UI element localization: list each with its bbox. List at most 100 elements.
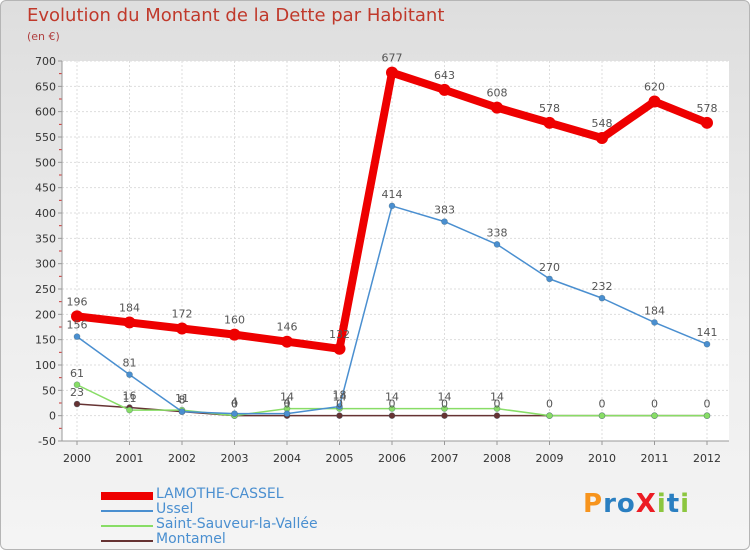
data-label: 11 — [175, 392, 189, 405]
data-point — [493, 241, 501, 248]
data-point — [598, 294, 606, 302]
data-label: 677 — [382, 52, 403, 65]
logo-letter: i — [656, 489, 667, 519]
data-label: 16 — [123, 390, 137, 403]
x-tick-label: 2003 — [221, 452, 249, 465]
y-tick-label: 300 — [35, 258, 56, 271]
data-label: 578 — [539, 102, 560, 115]
x-tick-label: 2002 — [168, 452, 196, 465]
legend-label: Ussel — [156, 501, 194, 517]
data-label: 14 — [385, 391, 399, 404]
data-label: 548 — [592, 117, 613, 130]
data-point — [598, 412, 606, 419]
data-point — [388, 202, 396, 210]
data-point — [493, 405, 501, 412]
data-label: 196 — [67, 295, 88, 308]
data-point — [388, 405, 396, 412]
data-point — [491, 101, 503, 114]
y-tick-label: 100 — [35, 359, 56, 372]
data-point — [703, 412, 711, 419]
data-label: 184 — [644, 304, 665, 317]
y-tick-label: 650 — [35, 80, 56, 93]
x-tick-label: 2008 — [483, 452, 511, 465]
data-point — [71, 310, 83, 323]
data-label: 4 — [284, 396, 291, 409]
x-tick-label: 2010 — [588, 452, 616, 465]
data-label: 270 — [539, 261, 560, 274]
x-tick-label: 2007 — [431, 452, 459, 465]
data-point — [651, 319, 658, 326]
series-group — [71, 66, 713, 419]
legend-item-montamel: Montamel — [101, 531, 421, 548]
unit-label: (en €) — [27, 30, 60, 43]
data-point — [703, 340, 711, 348]
y-tick-label: 700 — [35, 55, 56, 68]
y-tick-label: 600 — [35, 106, 56, 119]
x-tick-label: 2012 — [693, 452, 721, 465]
data-label: 0 — [599, 398, 606, 411]
data-label: 14 — [490, 391, 504, 404]
data-point — [126, 371, 133, 378]
data-point — [596, 132, 608, 145]
chart-title: Evolution du Montant de la Dette par Hab… — [27, 5, 445, 26]
data-label: 156 — [67, 319, 88, 332]
y-tick-label: 250 — [35, 283, 56, 296]
data-point — [441, 218, 448, 225]
data-point — [493, 412, 501, 419]
logo-letter: X — [635, 489, 657, 519]
data-label: 184 — [119, 301, 140, 314]
logo-letter: t — [666, 489, 681, 519]
x-tick-label: 2011 — [641, 452, 669, 465]
data-point — [231, 410, 238, 417]
legend-swatch — [101, 540, 153, 542]
data-label: 643 — [434, 69, 455, 82]
data-label: 0 — [441, 398, 448, 411]
data-point — [336, 412, 343, 419]
legend-label: LAMOTHE-CASSEL — [156, 486, 284, 502]
logo-letter: r — [603, 489, 617, 519]
data-point — [73, 381, 81, 389]
data-label: 14 — [438, 391, 452, 404]
data-label: 23 — [70, 386, 84, 399]
x-tick-label: 2004 — [273, 452, 301, 465]
x-tick-label: 2009 — [536, 452, 564, 465]
data-point — [388, 412, 396, 419]
data-point — [333, 342, 346, 355]
data-point — [386, 66, 398, 79]
legend-item-ussel: Ussel — [101, 501, 421, 518]
data-label: 0 — [651, 398, 658, 411]
legend-swatch — [101, 525, 153, 527]
data-point — [283, 410, 291, 417]
y-tick-label: 200 — [35, 308, 56, 321]
x-tick-label: 2006 — [378, 452, 406, 465]
data-point — [651, 412, 658, 419]
legend-label: Montamel — [156, 531, 226, 547]
legend-label: Saint-Sauveur-la-Vallée — [156, 516, 318, 532]
data-label: 414 — [382, 188, 403, 201]
y-tick-label: 50 — [42, 384, 56, 397]
data-label: 578 — [697, 102, 718, 115]
data-point — [126, 406, 133, 414]
data-label: 383 — [434, 204, 455, 217]
proxiti-logo: ProXiti — [583, 489, 690, 519]
y-tick-label: 0 — [49, 410, 56, 423]
data-label: 14 — [333, 391, 347, 404]
data-point — [546, 412, 553, 419]
data-label: 620 — [644, 81, 665, 94]
data-point — [178, 408, 186, 415]
logo-letter: i — [680, 489, 691, 519]
data-label: 232 — [592, 280, 613, 293]
data-label: 0 — [494, 398, 501, 411]
x-tick-label: 2005 — [326, 452, 354, 465]
data-point — [336, 403, 343, 410]
legend-swatch — [101, 510, 153, 512]
data-label: 0 — [284, 398, 291, 411]
data-label: 61 — [70, 367, 84, 380]
data-label: 141 — [697, 326, 718, 339]
data-label: 608 — [487, 87, 508, 100]
y-tick-label: -50 — [38, 435, 56, 448]
data-point — [281, 335, 293, 348]
legend-item-saint-sauveur: Saint-Sauveur-la-Vallée — [101, 516, 421, 533]
